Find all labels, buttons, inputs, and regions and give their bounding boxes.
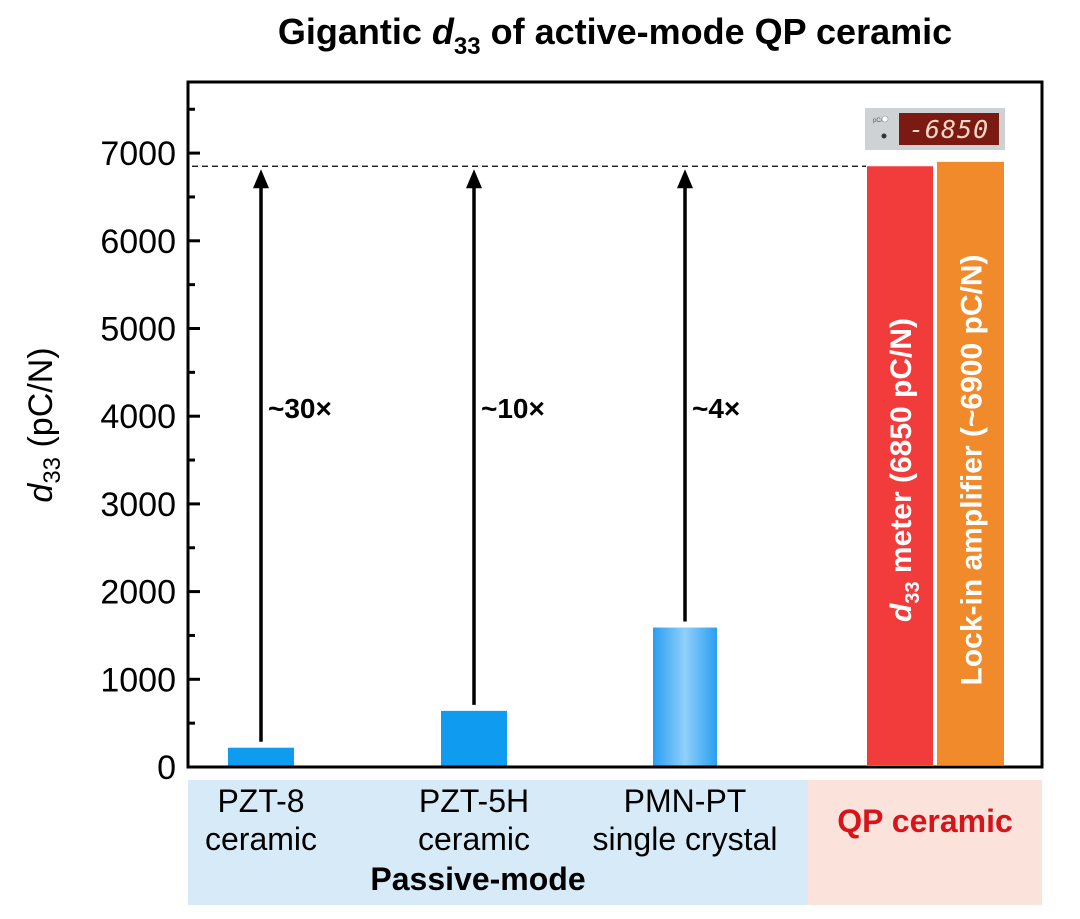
meter-panel-label: pC/N (873, 118, 887, 124)
meter-screen (899, 113, 999, 145)
group-label-qp-ceramic: QP ceramic (837, 803, 1013, 839)
category-label-line2: ceramic (205, 821, 317, 857)
meter-led-icon (881, 115, 889, 123)
bar-lock-in-amplifier (937, 161, 1004, 765)
group-label-passive-mode: Passive-mode (370, 861, 585, 897)
arrow-head-icon (253, 169, 269, 189)
y-axis-label: d33 (pC/N) (22, 347, 66, 502)
bar-pzt-5h (441, 710, 507, 767)
y-tick-label: 5000 (100, 311, 176, 349)
y-tick-label: 7000 (100, 135, 176, 173)
ratio-label: ~4× (692, 393, 740, 424)
meter-button-icon (881, 133, 887, 139)
meter-reading: -6850 (909, 115, 989, 144)
arrow-head-icon (677, 169, 693, 189)
y-tick-label: 1000 (100, 661, 176, 699)
passive-mode-band (188, 780, 808, 905)
category-label-line1: PMN-PT (624, 783, 747, 819)
y-tick-label: 0 (157, 749, 176, 787)
bar-label-d33-meter: d33 meter (6850 pC/N) (885, 318, 924, 622)
bar-d33-meter (867, 166, 933, 765)
category-label-line2: ceramic (418, 821, 530, 857)
chart-title: Gigantic d33 of active-mode QP ceramic (278, 11, 952, 60)
bar-label-lock-in-amplifier: Lock-in amplifier (~6900 pC/N) (956, 255, 989, 686)
qp-ceramic-band (808, 780, 1042, 905)
category-label-line2: single crystal (593, 821, 778, 857)
y-tick-label: 4000 (100, 398, 176, 436)
bar-pmn-pt (653, 627, 717, 767)
bar-pzt-8 (228, 747, 294, 767)
category-label-line1: PZT-8 (217, 783, 304, 819)
arrow-head-icon (466, 169, 482, 189)
plot-frame (186, 80, 1044, 769)
ratio-label: ~10× (481, 393, 545, 424)
category-label-line1: PZT-5H (419, 783, 529, 819)
y-tick-label: 3000 (100, 486, 176, 524)
d33-meter-display: pC/N -6850 (865, 108, 1005, 150)
y-tick-label: 6000 (100, 223, 176, 261)
ratio-label: ~30× (268, 393, 332, 424)
y-tick-label: 2000 (100, 574, 176, 612)
